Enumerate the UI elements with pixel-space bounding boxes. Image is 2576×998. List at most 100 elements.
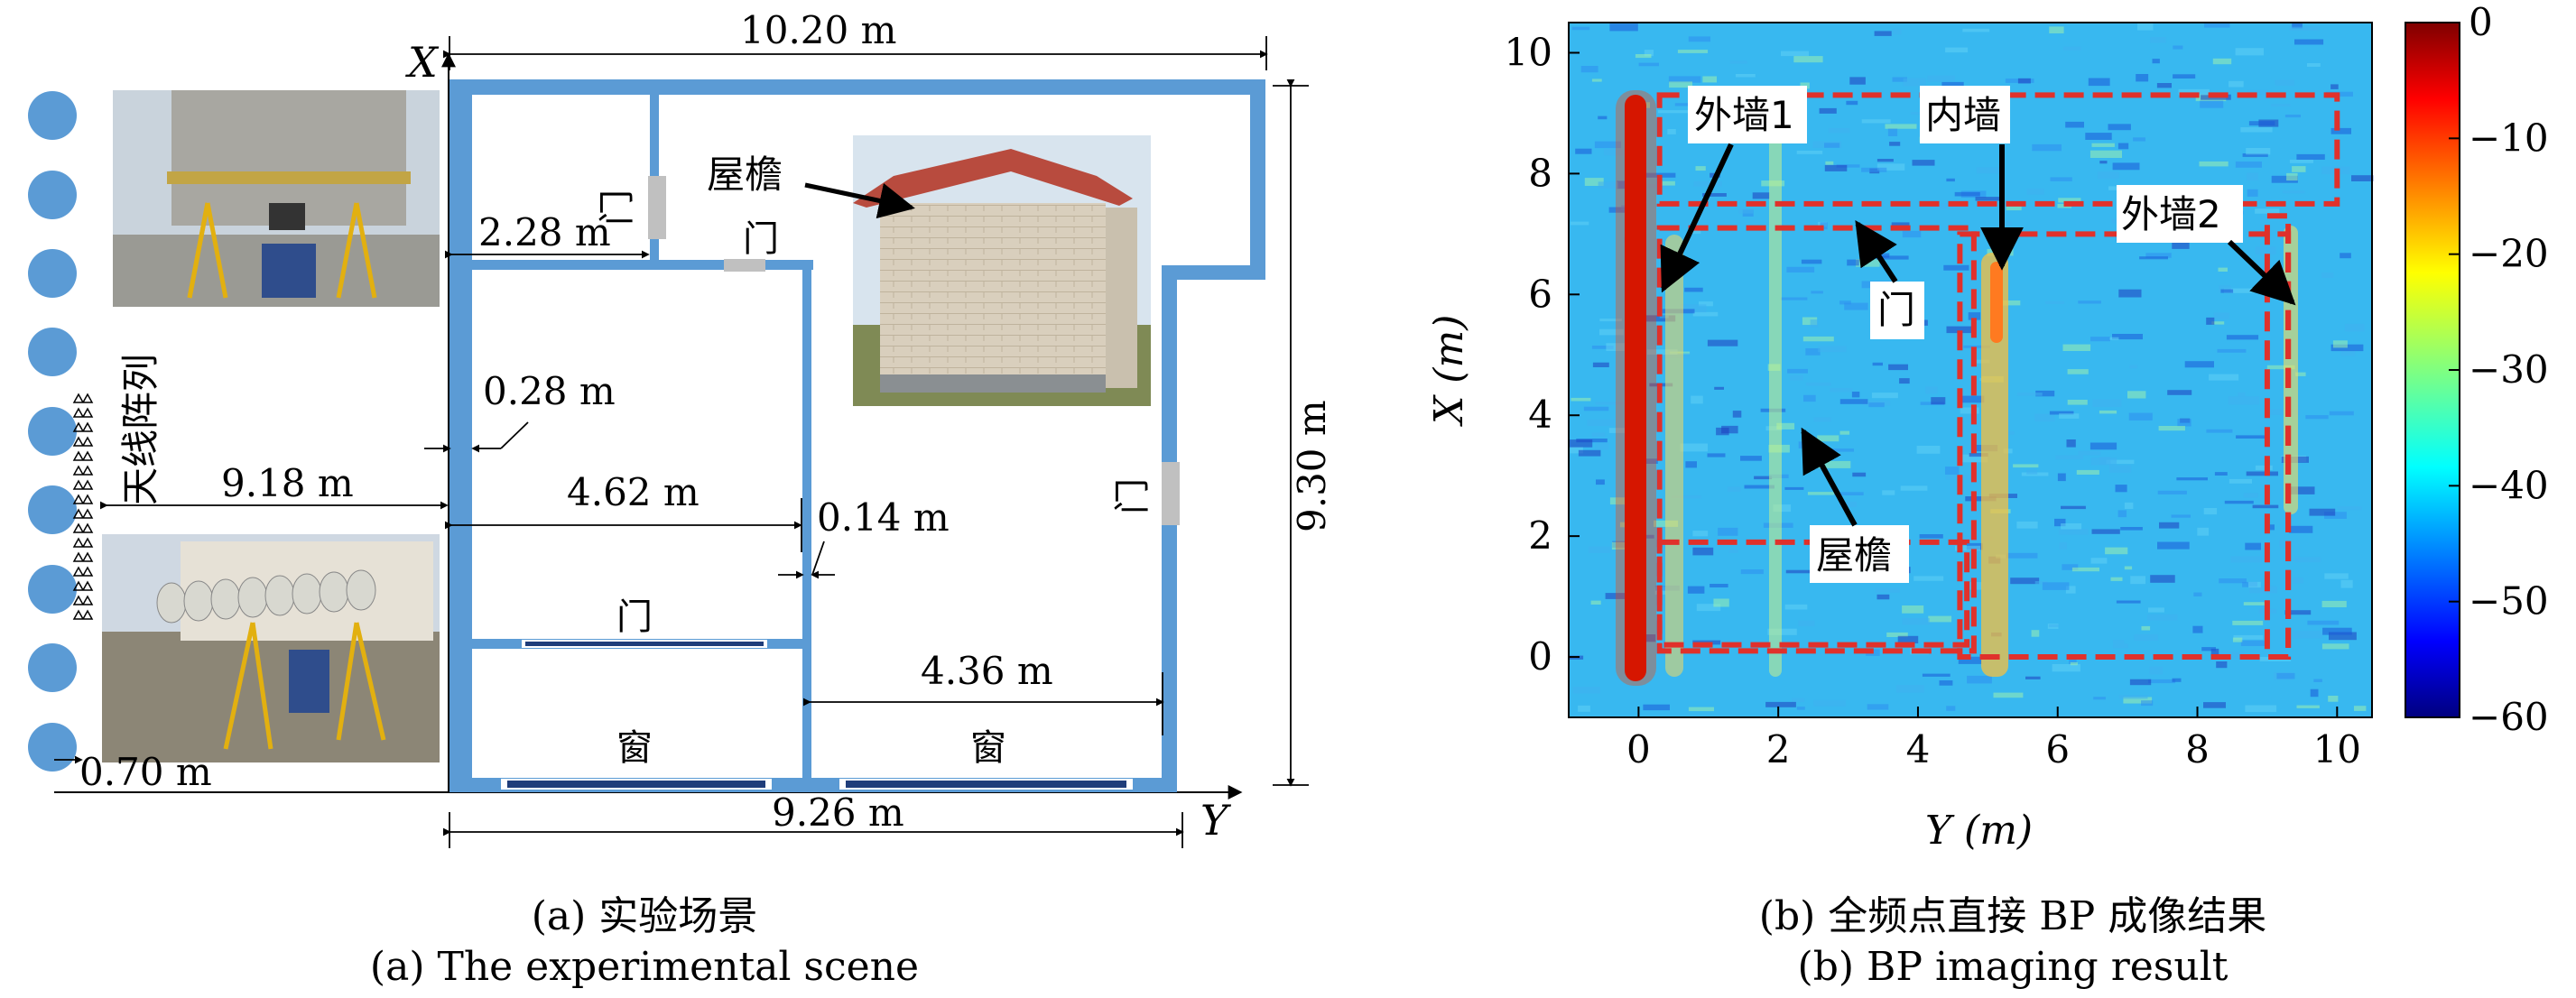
speckle [2149, 666, 2163, 675]
speckle [1912, 160, 1935, 166]
speckle [2146, 614, 2178, 621]
speckle [2245, 705, 2277, 713]
speckle [2200, 100, 2224, 108]
speckle [2006, 552, 2038, 559]
label-door: 门 [1877, 288, 1915, 332]
x-tick-label: 10 [2313, 727, 2361, 772]
speckle [2093, 697, 2106, 700]
speckle [1571, 26, 1590, 31]
speckle [1861, 167, 1887, 172]
speckle [2238, 392, 2246, 397]
speckle [2150, 37, 2166, 43]
speckle [1828, 128, 1850, 134]
label-eave: 屋檐 [1816, 533, 1892, 578]
speckle [2130, 576, 2145, 585]
speckle [1817, 435, 1839, 442]
speckle [1946, 706, 1956, 711]
antenna-array-label: 天线阵列 [118, 354, 162, 505]
speckle [2115, 485, 2127, 493]
x-axis-title: Y (m) [1925, 808, 2033, 854]
colorbar-tick-label: −30 [2469, 347, 2549, 392]
speckle [2150, 575, 2175, 583]
speckle [1945, 47, 1969, 53]
speckle [2294, 39, 2324, 45]
speckle [1786, 266, 1815, 273]
speckle [2067, 369, 2089, 374]
speckle [2247, 172, 2258, 181]
speckle [2226, 335, 2259, 340]
speckle [1699, 301, 1713, 307]
speckle [1608, 207, 1629, 213]
colorbar-tick-label: −60 [2469, 695, 2549, 739]
speckle [2034, 581, 2048, 585]
speckle [1885, 124, 1917, 129]
speckle [1969, 453, 1988, 457]
speckle [1868, 402, 1885, 408]
speckle [2124, 566, 2133, 570]
x-axis-label: X [405, 38, 440, 87]
speckle [1713, 598, 1729, 607]
speckle [1728, 550, 1738, 553]
speckle [2289, 160, 2313, 163]
speckle [2109, 465, 2132, 473]
speckle [2240, 127, 2273, 133]
y-axis-title: X (m) [1426, 315, 1472, 427]
dim-inner-wall: 0.14 m [817, 495, 950, 540]
doors [648, 176, 1180, 525]
speckle [1599, 319, 1622, 322]
speckle [2293, 631, 2322, 639]
speckle [2255, 208, 2280, 214]
speckle [2247, 89, 2268, 96]
speckle [1931, 203, 1960, 209]
speckle [1922, 673, 1951, 677]
speckle [1839, 430, 1850, 435]
speckle [2017, 78, 2031, 84]
speckle [1998, 221, 2012, 226]
speckle [1844, 302, 1868, 310]
speckle [1895, 685, 1924, 693]
y-tick-label: 6 [1528, 272, 1552, 316]
speckle [1946, 178, 1955, 182]
speckle [2112, 162, 2140, 171]
speckle [1738, 208, 1754, 214]
speckle [1927, 75, 1955, 82]
dim-top-width: 10.20 m [740, 8, 896, 52]
y-ticks: 0 2 4 6 8 10 [1505, 30, 1580, 679]
speckle [2065, 586, 2076, 594]
x-tick-label: 2 [1766, 727, 1791, 772]
speckle [1849, 77, 1866, 85]
annotation-boxes [1688, 86, 2243, 583]
speckle [2324, 512, 2347, 519]
speckle [1828, 448, 1854, 452]
speckle [2133, 137, 2145, 142]
speckle [2218, 267, 2228, 272]
speckle [1669, 81, 1692, 88]
speckle [2296, 705, 2320, 708]
speckle [2139, 256, 2168, 260]
speckle [2209, 374, 2239, 381]
speckle [2293, 578, 2303, 584]
speckle [1968, 312, 1981, 320]
speckle [2156, 83, 2172, 88]
speckle [2049, 26, 2064, 33]
speckle [1752, 192, 1770, 199]
speckle [1789, 374, 1803, 381]
speckle [1882, 490, 1895, 495]
speckle [1902, 230, 1922, 238]
speckle [2061, 523, 2082, 530]
speckle [2199, 161, 2229, 167]
speckle [2340, 350, 2356, 356]
speckle [1687, 586, 1705, 594]
speckle [1781, 51, 1809, 57]
speckle [2213, 312, 2230, 319]
speckle [1646, 349, 1678, 356]
speckle [2206, 429, 2233, 433]
speckle [1875, 587, 1900, 593]
speckle [1793, 56, 1823, 63]
speckle [1580, 66, 1598, 73]
speckle [2124, 502, 2134, 509]
speckle [2110, 577, 2123, 581]
speckle [2267, 524, 2275, 531]
speckle [2321, 273, 2334, 278]
door-label-left: 门 [597, 189, 638, 226]
